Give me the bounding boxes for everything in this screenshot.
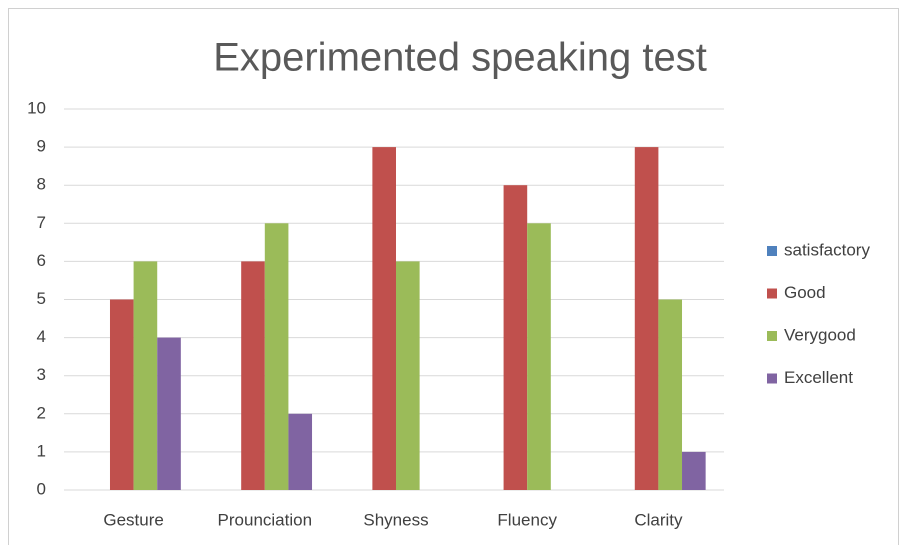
bar [133, 261, 158, 490]
bar [372, 147, 396, 490]
bar [288, 413, 313, 490]
y-tick-label: 7 [37, 213, 46, 232]
legend-swatch [767, 288, 777, 299]
x-tick-label: Gesture [103, 510, 163, 529]
y-tick-label: 6 [37, 251, 46, 270]
y-tick-label: 4 [37, 327, 46, 346]
legend-swatch [767, 331, 777, 341]
bar [241, 261, 265, 490]
legend-swatch [767, 373, 777, 384]
legend-swatch [767, 246, 777, 256]
x-tick-label: Shyness [363, 510, 428, 529]
bar [634, 147, 659, 490]
y-tick-label: 3 [37, 365, 46, 384]
x-tick-label: Fluency [497, 510, 557, 529]
y-tick-label: 8 [37, 175, 46, 194]
y-tick-label: 9 [37, 137, 46, 156]
legend-label: satisfactory [784, 240, 870, 259]
legend-label: Verygood [784, 325, 856, 344]
bar [527, 223, 551, 491]
x-tick-label: Prounciation [218, 510, 313, 529]
x-tick-label: Clarity [634, 510, 683, 529]
y-tick-label: 2 [37, 403, 46, 422]
y-tick-label: 0 [37, 479, 46, 498]
bar [396, 261, 420, 490]
y-tick-label: 5 [37, 289, 46, 308]
legend-label: Excellent [784, 368, 853, 387]
bar [109, 299, 134, 490]
bar [682, 451, 706, 490]
bar [157, 337, 181, 490]
bar [503, 185, 528, 490]
bar [264, 223, 289, 491]
chart-title: Experimented speaking test [213, 36, 707, 80]
legend-label: Good [784, 283, 826, 302]
bar [658, 299, 683, 490]
y-tick-label: 1 [37, 441, 46, 460]
y-tick-label: 10 [27, 98, 46, 117]
